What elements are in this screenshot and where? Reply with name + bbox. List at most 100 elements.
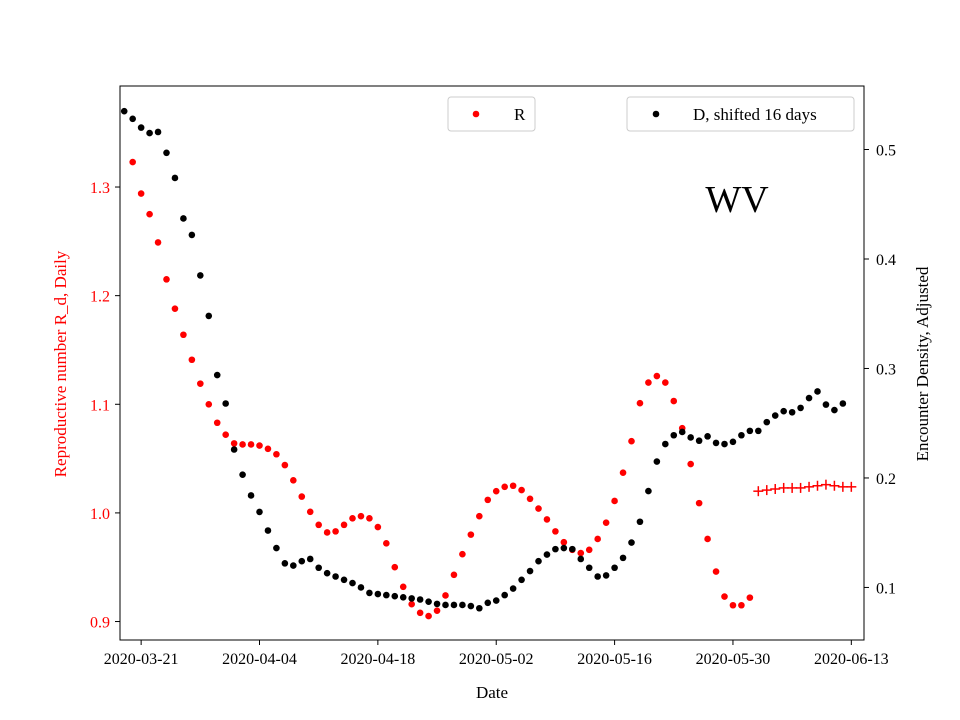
d-point [298,557,306,565]
d-point [349,579,356,587]
d-point [492,597,500,604]
x-tick-label: 2020-06-13 [814,651,889,668]
r-point [230,440,238,447]
r-point [163,276,170,283]
d-point [416,596,424,603]
r-point [416,609,424,617]
r-point [535,505,542,512]
r-point [721,593,728,600]
d-point [476,604,483,612]
r-point [188,356,196,364]
left-y-tick-label: 1.0 [90,506,110,523]
legend-d-marker [652,110,660,118]
left-y-tick-label: 1.2 [90,289,110,306]
r-point [391,563,399,571]
d-point [653,458,661,465]
r-point [670,397,678,405]
d-point [602,572,610,579]
d-point [154,128,162,136]
d-point [814,388,821,395]
r-point [357,512,365,520]
r-point [442,592,449,599]
r-point [492,487,500,495]
r-point [340,521,348,529]
d-point [357,584,365,591]
d-point [805,394,813,402]
d-point [509,585,517,592]
legend-d-box [626,96,855,132]
r-point [467,531,475,538]
r-point [239,441,246,448]
left-y-tick-label: 1.1 [90,397,110,414]
projected-point [753,486,764,497]
x-axis-label: Date [476,683,508,702]
r-point [323,529,331,536]
d-point [822,401,830,408]
d-point [332,573,339,580]
d-point [442,601,449,609]
r-point [645,379,652,386]
r-point [290,477,297,484]
r-point [577,549,585,557]
d-point [662,440,669,448]
d-point [459,601,466,609]
r-point [298,493,306,500]
d-point [831,406,838,414]
projected-point [812,480,823,491]
r-point [662,379,669,386]
d-point [695,437,703,445]
d-point [188,231,196,239]
projected-point [787,482,798,493]
d-point [467,602,475,610]
r-point [425,612,432,620]
x-axis: 2020-03-21 2020-04-04 2020-04-18 2020-05-02… [104,640,889,668]
d-point [239,471,246,478]
r-point [247,441,255,448]
series-r-points [129,158,754,620]
left-y-tick-label: 1.3 [90,180,110,197]
d-point [771,412,779,419]
r-point [332,528,339,535]
d-point [399,594,407,601]
d-point [535,557,542,565]
d-point [163,149,170,157]
d-point [585,564,593,572]
r-point [459,550,466,558]
r-point [704,535,711,543]
d-point [205,312,213,320]
x-tick-label: 2020-05-16 [577,651,652,668]
d-point [687,434,694,441]
d-point [366,589,373,597]
r-point [399,583,407,591]
d-point [408,595,415,602]
projected-point [846,481,857,492]
right-y-tick-label: 0.3 [876,361,896,378]
right-y-tick-label: 0.5 [876,143,896,160]
legend-d-label: D, shifted 16 days [693,105,817,124]
r-point [552,528,559,535]
legend-d: D, shifted 16 days [626,96,855,132]
d-point [560,544,568,552]
d-point [738,431,745,439]
series-d-points [120,107,847,612]
d-point [746,427,754,435]
r-point [273,450,280,458]
d-point [501,591,508,599]
r-point [628,437,635,445]
d-point [273,544,280,552]
r-point [366,515,373,522]
r-point [560,538,568,546]
r-point [501,483,508,491]
r-point [383,540,390,547]
right-y-axis: 0.1 0.2 0.3 0.4 0.5 [864,143,896,597]
r-point [433,607,441,614]
r-point [653,372,661,380]
d-point [628,539,635,546]
d-point [788,408,796,416]
r-point [171,305,179,312]
r-point [687,460,694,468]
d-point [264,527,272,534]
d-point [129,115,136,123]
r-point [315,521,322,529]
projected-point [820,479,831,490]
